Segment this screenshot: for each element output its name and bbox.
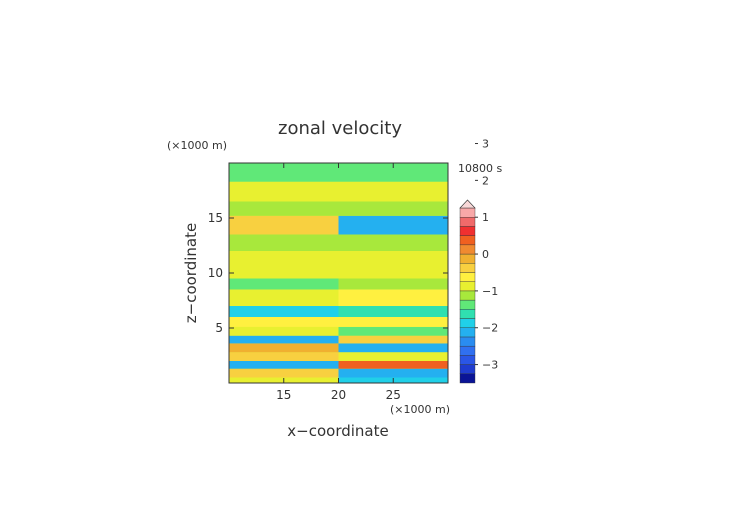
band-right-8	[338, 306, 448, 317]
band-right-5	[338, 335, 448, 344]
colorbar-swatch-9	[459, 290, 476, 301]
colorbar-swatch-13	[459, 253, 476, 264]
band-right-6	[338, 326, 448, 336]
colorbar-swatch-18	[459, 207, 476, 218]
x-tick-label-15: 15	[276, 388, 291, 402]
colorbar-swatch-2	[459, 355, 476, 365]
colorbar-tick-label-5: −2	[482, 322, 498, 335]
y-unit-label: (×1000 m)	[167, 139, 227, 152]
y-tick-label-5: 5	[215, 321, 223, 335]
band-right-13	[338, 215, 448, 235]
band-left-4	[229, 343, 339, 353]
colorbar-swatch-16	[459, 226, 476, 236]
band-right-10	[338, 278, 448, 290]
plot-area	[229, 163, 448, 383]
colorbar-swatch-7	[459, 309, 476, 319]
band-left-11	[229, 251, 339, 279]
band-left-12	[229, 234, 339, 251]
band-left-7	[229, 317, 339, 327]
colorbar-swatch-11	[459, 272, 476, 282]
x-unit-label: (×1000 m)	[390, 403, 450, 416]
band-left-14	[229, 201, 339, 216]
band-right-15	[338, 181, 448, 202]
band-right-14	[338, 201, 448, 216]
band-right-9	[338, 289, 448, 306]
band-left-16	[229, 163, 339, 182]
x-tick-label-25: 25	[386, 388, 401, 402]
y-axis-label: z−coordinate	[182, 223, 200, 323]
colorbar-swatch-15	[459, 235, 476, 246]
y-tick-label-15: 15	[208, 211, 223, 225]
band-right-3	[338, 352, 448, 361]
colorbar-swatch-10	[459, 281, 476, 292]
chart-title: zonal velocity	[278, 118, 402, 139]
y-tick-label-10: 10	[208, 266, 223, 280]
colorbar-swatch-12	[459, 263, 476, 273]
colorbar-tick-label-6: −3	[482, 359, 498, 372]
colorbar-swatch-0	[459, 373, 476, 384]
colorbar-swatch-3	[459, 345, 476, 356]
colorbar-tick-label-0: 3	[482, 138, 489, 151]
band-left-2	[229, 361, 339, 369]
x-tick-label-20: 20	[331, 388, 346, 402]
colorbar-tick-label-2: 1	[482, 211, 489, 224]
band-left-15	[229, 181, 339, 202]
colorbar-tick-label-4: −1	[482, 285, 498, 298]
band-left-5	[229, 335, 339, 344]
band-left-9	[229, 289, 339, 306]
band-left-6	[229, 326, 339, 336]
band-right-7	[338, 317, 448, 327]
band-left-8	[229, 306, 339, 317]
band-right-1	[338, 368, 448, 378]
band-left-3	[229, 352, 339, 361]
colorbar-swatch-4	[459, 336, 476, 347]
band-right-16	[338, 163, 448, 182]
colorbar-swatch-14	[459, 244, 476, 255]
colorbar-extend-arrow	[459, 199, 476, 209]
x-axis-label: x−coordinate	[287, 422, 388, 440]
band-right-2	[338, 361, 448, 369]
band-right-11	[338, 251, 448, 279]
colorbar-swatch-1	[459, 364, 476, 374]
colorbar-swatch-8	[459, 299, 476, 310]
colorbar-swatch-5	[459, 327, 476, 338]
band-left-10	[229, 278, 339, 290]
band-left-1	[229, 368, 339, 378]
band-left-13	[229, 215, 339, 235]
colorbar: 3 2 1 0 −1 −2 −3	[459, 138, 498, 384]
colorbar-swatch-6	[459, 318, 476, 328]
axis-ticks: 15 20 25 5 10 15	[208, 163, 448, 402]
colorbar-tick-label-1: 2	[482, 174, 489, 187]
band-right-4	[338, 343, 448, 353]
colorbar-swatch-17	[459, 217, 476, 227]
colorbar-tick-label-3: 0	[482, 248, 489, 261]
band-right-12	[338, 234, 448, 251]
time-label: 10800 s	[458, 162, 502, 175]
